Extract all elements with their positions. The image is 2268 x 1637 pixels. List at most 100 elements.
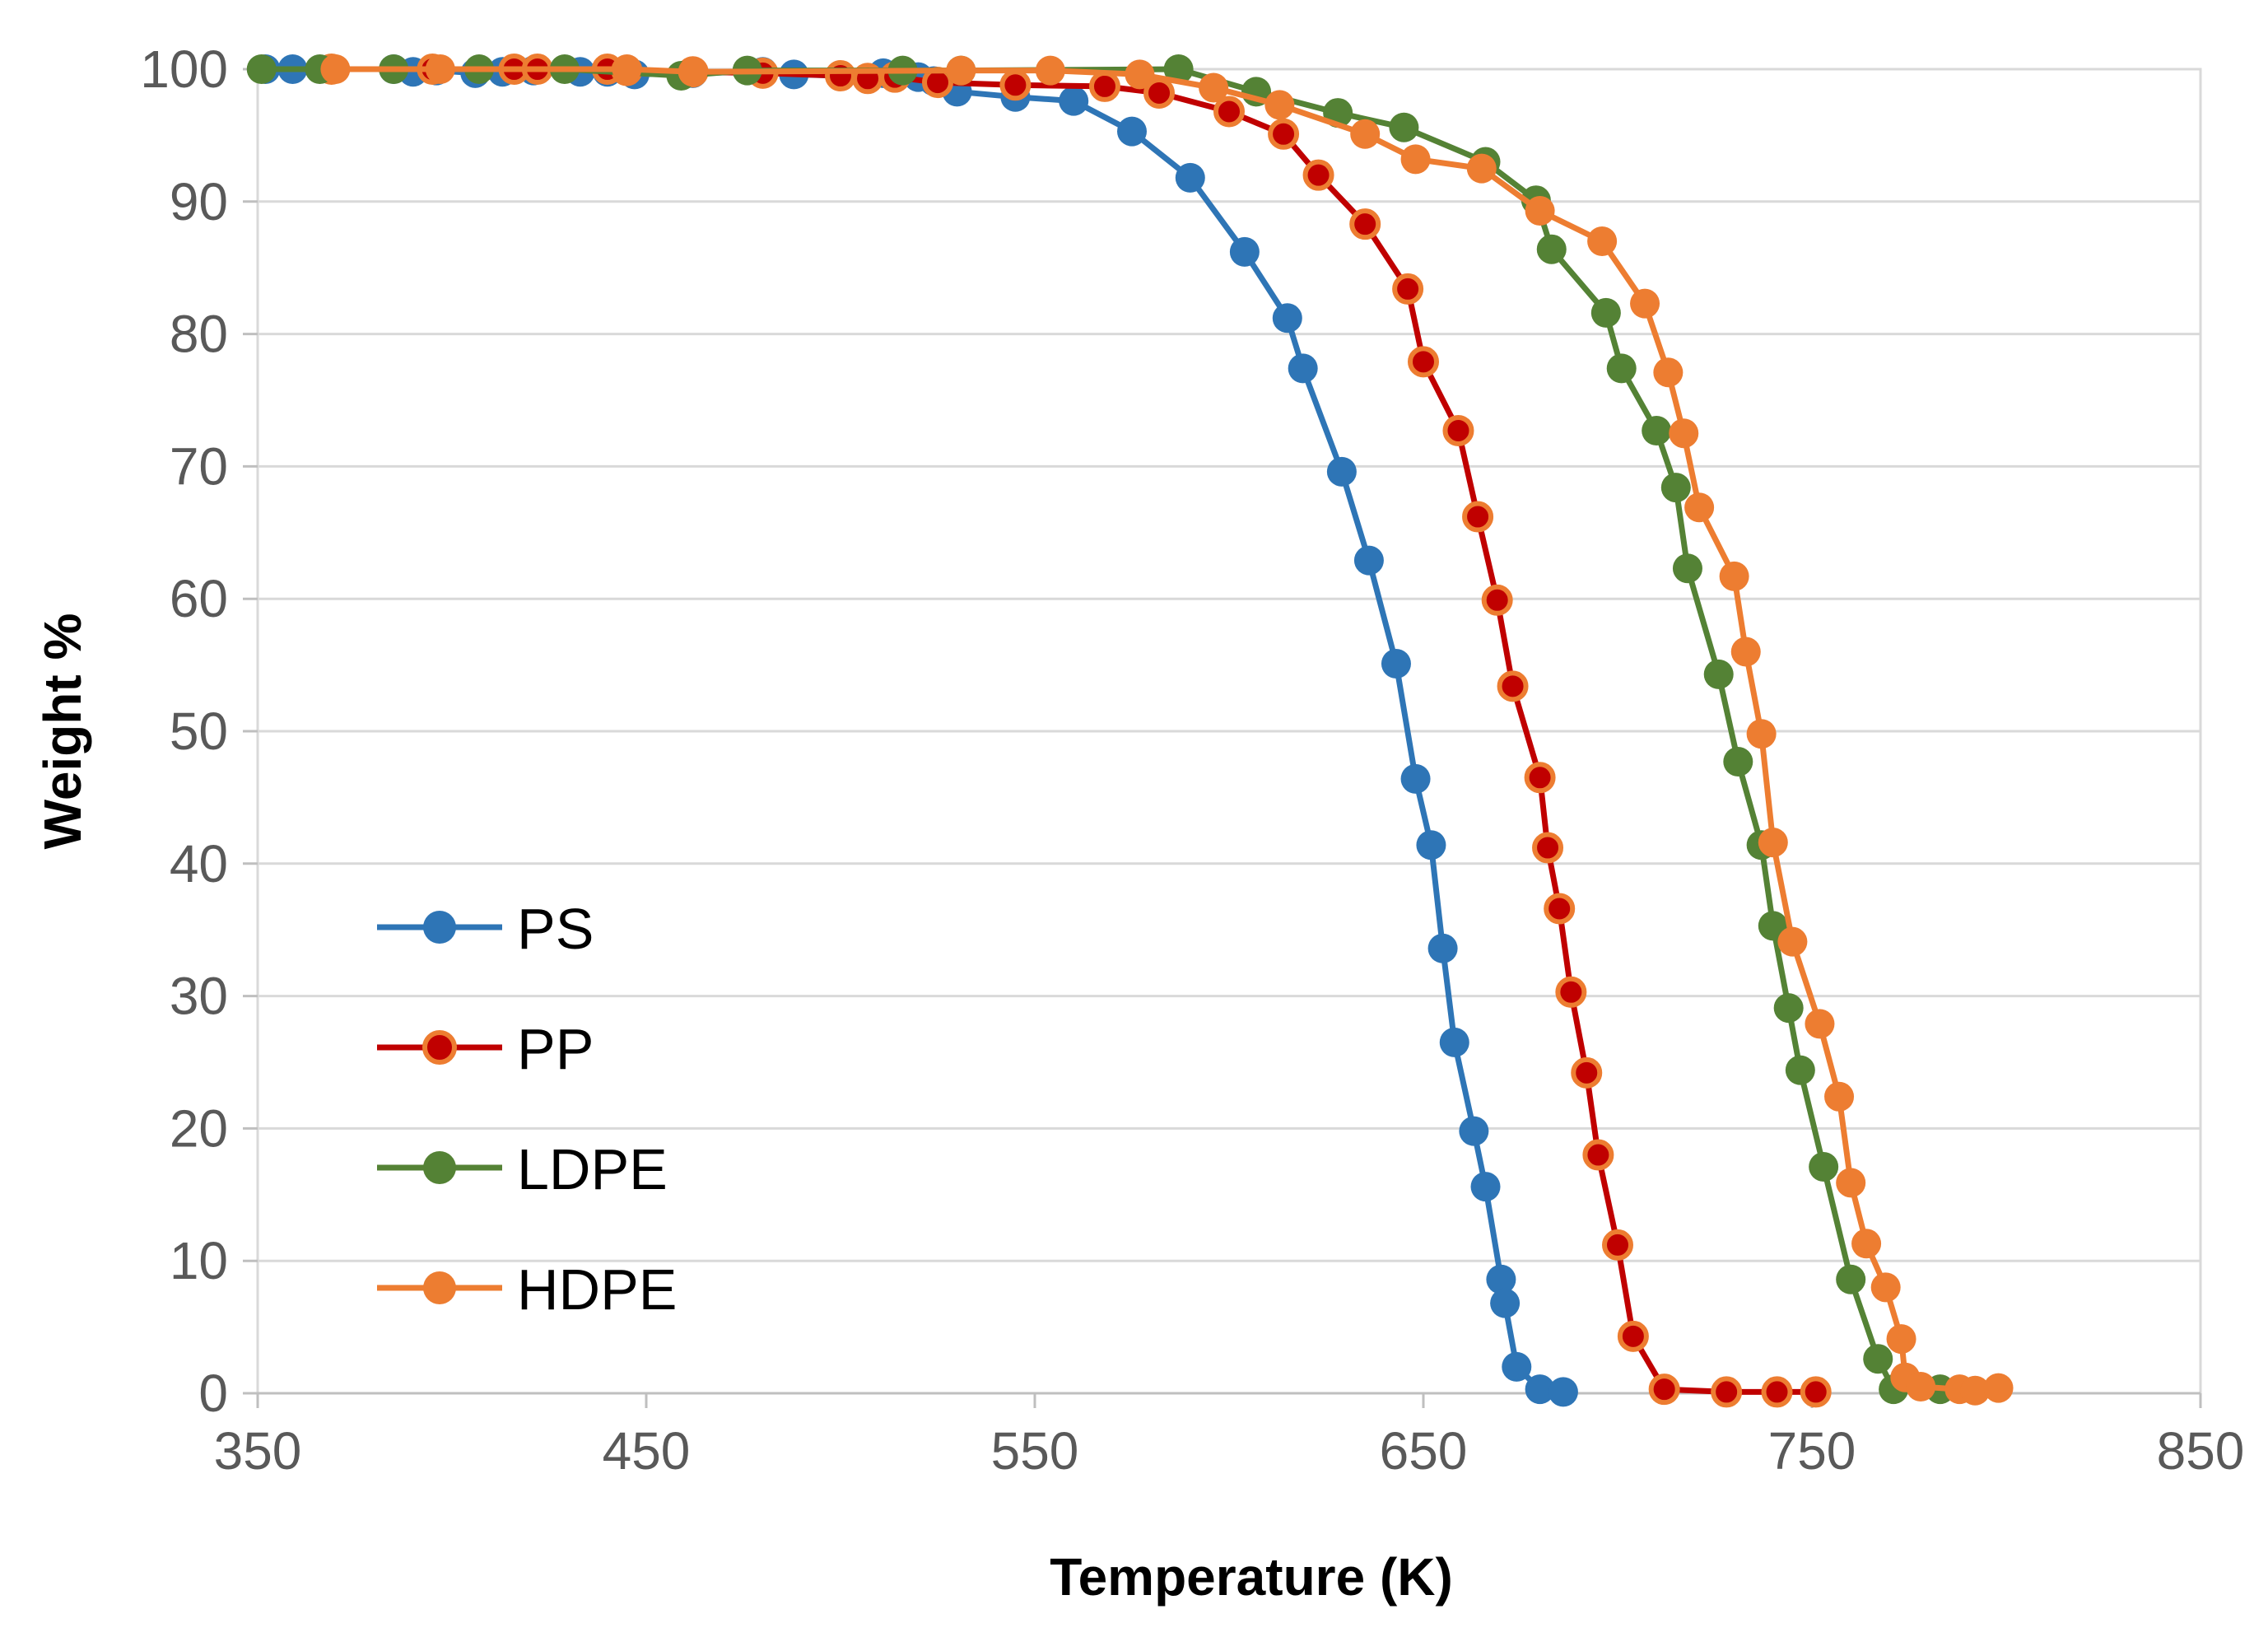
data-point-ldpe	[1773, 993, 1804, 1024]
y-tick-label: 40	[170, 834, 228, 893]
data-point-ps	[1326, 456, 1357, 487]
data-point-ldpe	[1163, 54, 1194, 84]
data-point-pp	[1800, 1376, 1832, 1408]
data-point-hdpe	[425, 54, 455, 84]
data-point-ps	[1353, 545, 1384, 576]
data-point-pp	[1268, 118, 1300, 150]
data-point-pp	[999, 69, 1032, 101]
data-point-ps	[1502, 1351, 1532, 1382]
data-point-pp	[1555, 976, 1587, 1008]
data-point-ldpe	[1703, 659, 1734, 689]
y-axis-title: Weight %	[33, 613, 92, 850]
data-point-ps	[1525, 1374, 1555, 1405]
data-point-ldpe	[1836, 1264, 1866, 1294]
data-point-hdpe	[1684, 492, 1715, 523]
series-hdpe	[320, 54, 2014, 1406]
data-point-hdpe	[1960, 1375, 1991, 1406]
data-point-ldpe	[1590, 297, 1621, 328]
data-point-ps	[1175, 162, 1205, 193]
legend-label: PS	[517, 897, 594, 961]
data-point-hdpe	[1719, 561, 1749, 591]
data-point-ps	[1427, 933, 1458, 963]
data-point-ps	[1416, 830, 1446, 860]
legend-label: LDPE	[517, 1137, 668, 1201]
data-point-hdpe	[1264, 90, 1295, 120]
data-point-ldpe	[246, 54, 277, 84]
data-point-hdpe	[1466, 153, 1497, 184]
data-point-pp	[1481, 584, 1513, 616]
data-point-ps	[1459, 1116, 1489, 1146]
data-point-ps	[1272, 303, 1302, 333]
data-point-pp	[1349, 208, 1381, 240]
x-tick-label: 750	[1768, 1421, 1856, 1481]
y-tick-label: 50	[170, 702, 228, 761]
x-tick-label: 450	[603, 1421, 691, 1481]
x-tick-label: 350	[214, 1421, 302, 1481]
series-line-hdpe	[335, 66, 1999, 1394]
data-point-hdpe	[320, 54, 351, 84]
data-point-pp	[1497, 670, 1529, 702]
data-point-hdpe	[1836, 1168, 1866, 1198]
data-point-hdpe	[1983, 1373, 2014, 1403]
data-point-pp	[1571, 1056, 1603, 1089]
data-point-ldpe	[1606, 353, 1637, 384]
legend: PS PP LDPE HDPE	[377, 897, 677, 1322]
data-point-hdpe	[1746, 719, 1777, 749]
data-point-pp	[1392, 273, 1424, 305]
data-point-hdpe	[1400, 144, 1431, 175]
data-point-hdpe	[1730, 637, 1761, 667]
x-tick-label: 850	[2157, 1421, 2245, 1481]
data-point-ps	[1229, 236, 1260, 267]
x-axis-title: Temperature (K)	[1050, 1547, 1453, 1607]
data-point-hdpe	[1758, 828, 1788, 858]
y-tick-label: 70	[170, 436, 228, 496]
y-tick-label: 10	[170, 1231, 228, 1290]
y-tick-label: 80	[170, 305, 228, 364]
data-point-ps	[1400, 763, 1431, 794]
data-point-hdpe	[1350, 119, 1381, 149]
data-point-pp	[1617, 1320, 1649, 1352]
legend-entry-ldpe: LDPE	[377, 1137, 668, 1201]
data-point-hdpe	[1870, 1272, 1901, 1303]
data-point-ps	[1117, 116, 1147, 147]
legend-marker	[423, 1151, 456, 1184]
data-point-ps	[1548, 1377, 1578, 1407]
data-point-ps	[1490, 1288, 1521, 1318]
data-point-ps	[1288, 353, 1318, 384]
y-tick-label: 100	[140, 40, 228, 99]
data-point-pp	[1408, 346, 1439, 378]
legend-marker	[423, 911, 456, 944]
data-point-ps	[1470, 1172, 1501, 1202]
data-point-pp	[1711, 1376, 1743, 1408]
data-point-pp	[1544, 893, 1576, 925]
data-point-ps	[1059, 86, 1089, 116]
data-point-hdpe	[1886, 1324, 1916, 1355]
legend-entry-pp: PP	[377, 1017, 594, 1081]
data-point-ldpe	[1785, 1055, 1815, 1085]
y-tick-label: 60	[170, 569, 228, 628]
data-point-hdpe	[678, 57, 708, 87]
data-point-pp	[1524, 762, 1556, 794]
data-point-hdpe	[612, 54, 642, 84]
data-point-ps	[1486, 1264, 1516, 1294]
x-tick-label: 550	[991, 1421, 1079, 1481]
y-tick-label: 30	[170, 967, 228, 1026]
data-point-hdpe	[1669, 418, 1699, 449]
axes: 0 10 20 30 40 50 60 70 80 90 100 350 450 550 650 750 850	[140, 40, 2244, 1481]
data-point-pp	[1442, 414, 1474, 446]
data-point-ldpe	[1809, 1152, 1839, 1182]
data-point-pp	[1462, 501, 1494, 533]
data-point-hdpe	[1125, 59, 1155, 90]
data-point-ps	[1439, 1027, 1469, 1057]
legend-marker	[423, 1271, 456, 1304]
data-point-pp	[1532, 832, 1564, 864]
legend-label: HDPE	[517, 1257, 677, 1322]
legend-entry-hdpe: HDPE	[377, 1257, 677, 1322]
data-point-ldpe	[1389, 112, 1419, 142]
legend-label: PP	[517, 1017, 594, 1081]
y-tick-label: 0	[198, 1364, 228, 1423]
y-tick-label: 20	[170, 1098, 228, 1158]
data-point-hdpe	[1805, 1009, 1835, 1039]
data-point-pp	[1088, 70, 1120, 102]
